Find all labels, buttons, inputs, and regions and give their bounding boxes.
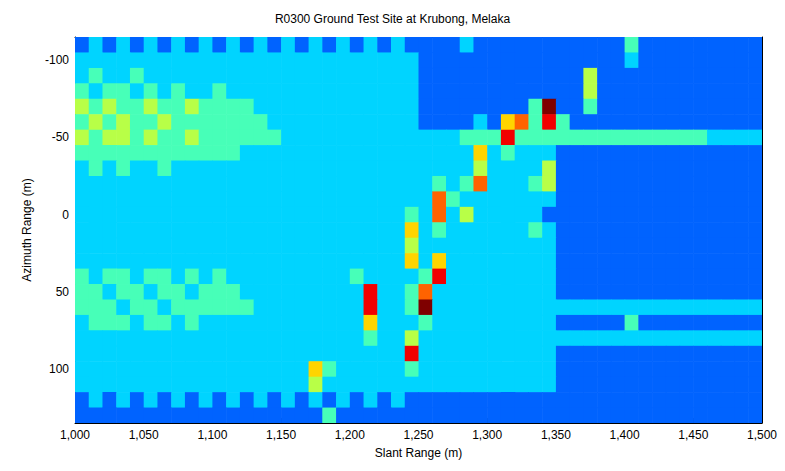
svg-text:1,100: 1,100 — [197, 428, 227, 442]
svg-text:50: 50 — [56, 285, 70, 299]
svg-text:1,000: 1,000 — [60, 428, 90, 442]
svg-text:Slant Range (m): Slant Range (m) — [375, 446, 462, 460]
svg-text:1,400: 1,400 — [610, 428, 640, 442]
svg-text:1,500: 1,500 — [747, 428, 777, 442]
svg-text:Azimuth Range (m): Azimuth Range (m) — [20, 178, 34, 281]
svg-text:1,150: 1,150 — [266, 428, 296, 442]
svg-text:1,350: 1,350 — [541, 428, 571, 442]
svg-text:1,450: 1,450 — [678, 428, 708, 442]
svg-text:0: 0 — [62, 208, 69, 222]
svg-text:1,050: 1,050 — [129, 428, 159, 442]
svg-text:-50: -50 — [52, 130, 70, 144]
svg-text:100: 100 — [49, 362, 69, 376]
svg-text:R0300 Ground Test Site at Krub: R0300 Ground Test Site at Krubong, Melak… — [275, 12, 511, 26]
svg-text:1,250: 1,250 — [403, 428, 433, 442]
svg-text:1,200: 1,200 — [335, 428, 365, 442]
svg-text:1,300: 1,300 — [472, 428, 502, 442]
svg-text:-100: -100 — [45, 53, 69, 67]
